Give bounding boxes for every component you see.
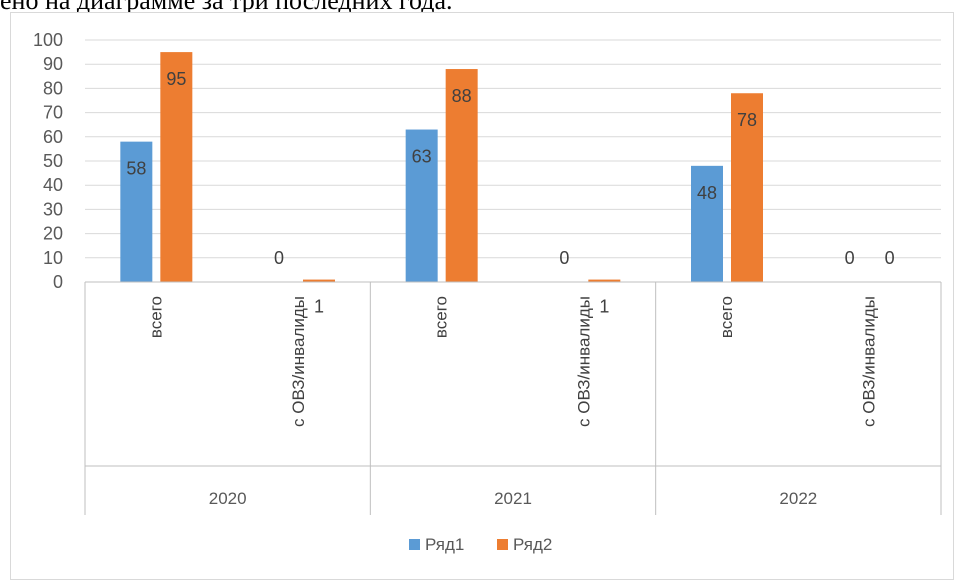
- data-label: 0: [845, 248, 855, 268]
- y-tick-label: 70: [43, 103, 63, 123]
- y-tick-label: 20: [43, 224, 63, 244]
- data-label: 0: [274, 248, 284, 268]
- y-tick-label: 40: [43, 175, 63, 195]
- data-label: 48: [697, 183, 717, 203]
- group-label: 2020: [209, 489, 247, 508]
- y-tick-label: 100: [33, 30, 63, 50]
- legend-swatch: [497, 539, 508, 550]
- legend-label: Ряд1: [425, 535, 464, 554]
- y-tick-label: 30: [43, 199, 63, 219]
- data-label: 58: [126, 159, 146, 179]
- data-labels: 58 95 0 1 63 88 0 1 48 78 0 0: [126, 69, 894, 316]
- bars: [120, 52, 763, 283]
- legend-swatch: [409, 539, 420, 550]
- legend: Ряд1 Ряд2: [409, 535, 552, 554]
- category-label: с ОВЗ/инвалиды: [574, 296, 593, 427]
- category-label: всего: [146, 296, 165, 338]
- y-axis: 0 10 20 30 40 50 60 70 80 90 100: [33, 30, 63, 292]
- bar: [405, 129, 438, 282]
- category-label: всего: [717, 296, 736, 338]
- category-label: всего: [432, 296, 451, 338]
- y-tick-label: 60: [43, 127, 63, 147]
- data-label: 1: [314, 297, 324, 317]
- group-label: 2022: [779, 489, 817, 508]
- bar: [160, 52, 193, 282]
- y-tick-label: 50: [43, 151, 63, 171]
- x-axis: 2020 всего с ОВЗ/инвалиды 2021 всего с ОВЗ/ин…: [84, 281, 942, 515]
- bar: [303, 279, 335, 282]
- group-label: 2021: [494, 489, 532, 508]
- legend-label: Ряд2: [513, 535, 552, 554]
- y-tick-label: 0: [53, 272, 63, 292]
- bar: [445, 69, 478, 282]
- data-label: 78: [737, 110, 757, 130]
- data-label: 0: [885, 248, 895, 268]
- data-label: 95: [166, 69, 186, 89]
- data-label: 0: [559, 248, 569, 268]
- y-tick-label: 80: [43, 78, 63, 98]
- top-text: ено на диаграмме за три последних года.: [0, 0, 453, 15]
- category-label: с ОВЗ/инвалиды: [289, 296, 308, 427]
- data-label: 88: [452, 86, 472, 106]
- bar: [588, 279, 621, 282]
- category-label: с ОВЗ/инвалиды: [860, 296, 879, 427]
- y-tick-label: 90: [43, 54, 63, 74]
- data-label: 63: [412, 147, 432, 167]
- bar: [120, 141, 153, 282]
- bar: [731, 93, 763, 283]
- gridlines: [85, 39, 941, 259]
- bar: [691, 165, 723, 282]
- y-tick-label: 10: [43, 248, 63, 268]
- data-label: 1: [599, 297, 609, 317]
